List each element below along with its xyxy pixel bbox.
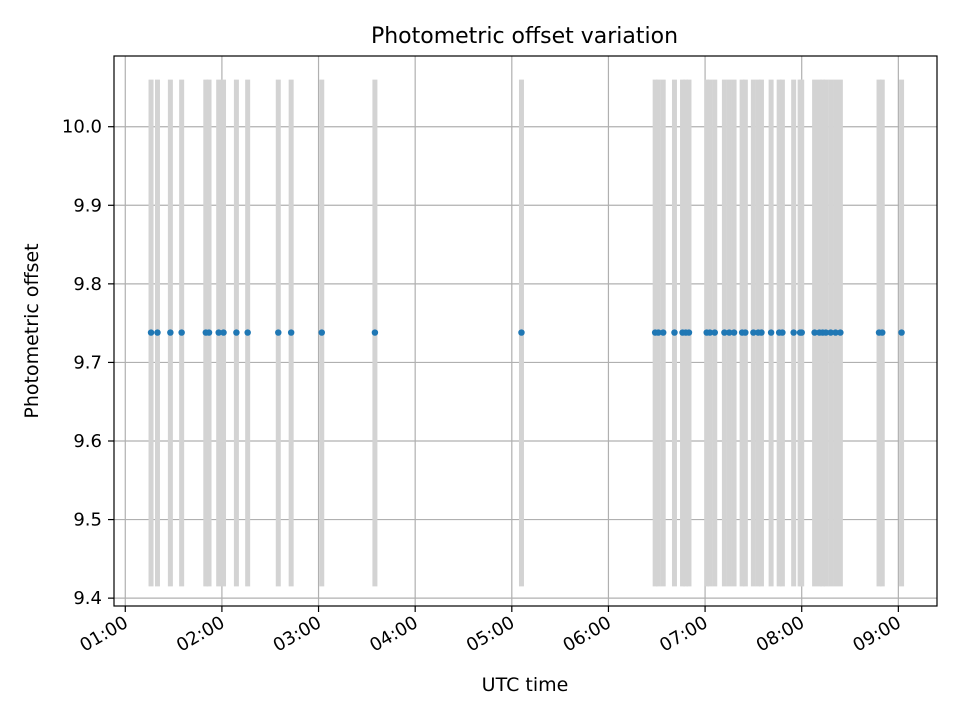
y-tick-label: 9.8 (73, 274, 102, 295)
data-point (811, 329, 818, 336)
data-point (154, 329, 161, 336)
data-point (318, 329, 325, 336)
data-point (215, 329, 222, 336)
data-point (233, 329, 240, 336)
data-point (660, 329, 667, 336)
data-point (730, 329, 738, 336)
data-point (758, 329, 765, 336)
data-point (742, 329, 749, 336)
data-point (837, 329, 844, 336)
data-point (798, 329, 805, 336)
y-tick-label: 10.0 (62, 117, 102, 138)
data-point (827, 329, 834, 336)
data-point (767, 329, 775, 336)
data-point (685, 329, 693, 336)
data-point (879, 329, 886, 336)
y-axis: 9.4 9.5 9.6 9.7 9.8 9.9 10.0 (62, 117, 114, 609)
data-point (371, 329, 379, 336)
data-point (220, 329, 227, 336)
plot-frame (113, 55, 938, 607)
data-point (779, 329, 786, 336)
y-axis-label: Photometric offset (21, 243, 43, 418)
data-points (147, 329, 905, 336)
data-point (790, 329, 797, 336)
data-point (832, 329, 839, 336)
data-point (726, 329, 733, 336)
data-point (898, 329, 905, 336)
y-tick-label: 9.7 (73, 352, 102, 373)
data-point (244, 329, 251, 336)
x-axis-label: UTC time (482, 674, 569, 696)
data-point (655, 329, 662, 336)
data-point (205, 329, 213, 336)
y-tick-label: 9.5 (73, 510, 102, 531)
data-point (706, 329, 714, 336)
data-point (167, 329, 174, 336)
data-point (750, 329, 757, 336)
data-point (822, 329, 830, 336)
data-point (275, 329, 282, 336)
chart-title: Photometric offset variation (371, 24, 678, 49)
y-tick-label: 9.9 (73, 195, 102, 216)
y-tick-label: 9.4 (73, 588, 102, 609)
data-point (711, 329, 718, 336)
y-tick-label: 9.6 (73, 431, 102, 452)
data-point (518, 329, 525, 336)
data-point (147, 329, 155, 336)
data-point (287, 329, 295, 336)
data-point (721, 329, 728, 336)
data-point (671, 329, 678, 336)
data-point (178, 329, 185, 336)
